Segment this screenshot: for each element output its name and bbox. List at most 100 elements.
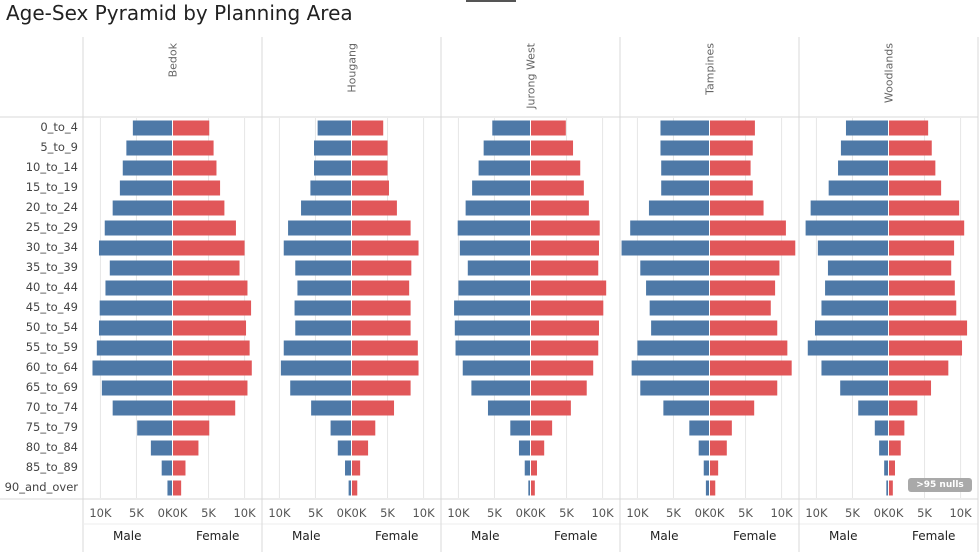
age-group-label: 75_to_79 — [26, 420, 78, 434]
female-bar — [172, 360, 252, 376]
female-bar — [172, 320, 247, 336]
male-bar — [317, 120, 352, 136]
male-bar — [828, 180, 889, 196]
male-bar — [483, 140, 531, 156]
age-group-label: 90_and_over — [5, 480, 79, 494]
female-bar — [530, 220, 600, 236]
male-bar — [631, 360, 710, 376]
female-bar — [172, 240, 245, 256]
sex-label-male: Male — [113, 529, 141, 543]
female-bar — [351, 260, 412, 276]
sex-label-male: Male — [292, 529, 320, 543]
female-bar — [530, 300, 604, 316]
male-bar — [640, 260, 710, 276]
sex-label-female: Female — [733, 529, 776, 543]
male-bar — [462, 360, 531, 376]
male-bar — [478, 160, 531, 176]
female-bar — [351, 360, 419, 376]
male-bar — [472, 180, 531, 196]
female-bar — [172, 300, 252, 316]
male-bar — [661, 160, 710, 176]
age-group-label: 10_to_14 — [26, 160, 78, 174]
female-bar — [172, 400, 236, 416]
female-bar — [888, 320, 968, 336]
female-bar — [351, 160, 388, 176]
male-bar — [283, 240, 352, 256]
male-bar — [630, 220, 710, 236]
male-bar — [126, 140, 173, 156]
age-group-label: 25_to_29 — [26, 220, 78, 234]
x-tick-label: 10K — [591, 506, 614, 520]
female-bar — [530, 120, 566, 136]
female-bar — [530, 280, 607, 296]
female-bar — [172, 220, 236, 236]
male-bar — [640, 380, 710, 396]
male-bar — [150, 440, 173, 456]
male-bar — [807, 340, 889, 356]
female-bar — [709, 260, 780, 276]
male-bar — [663, 400, 710, 416]
male-bar — [817, 240, 889, 256]
male-bar — [884, 460, 889, 476]
x-tick-label: 10K — [412, 506, 435, 520]
male-bar — [879, 440, 889, 456]
panel-header-tampines: Tampines — [704, 43, 717, 96]
male-bar — [283, 340, 352, 356]
female-bar — [172, 120, 210, 136]
male-bar — [825, 280, 889, 296]
male-bar — [528, 480, 531, 496]
male-bar — [345, 460, 352, 476]
female-bar — [530, 480, 535, 496]
female-bar — [530, 200, 589, 216]
female-bar — [888, 380, 932, 396]
female-bar — [709, 380, 778, 396]
female-bar — [709, 360, 792, 376]
male-bar — [492, 120, 531, 136]
x-tick-label: 10K — [89, 506, 112, 520]
male-bar — [105, 280, 173, 296]
nulls-indicator-badge[interactable]: >95 nulls — [908, 478, 972, 492]
female-bar — [530, 400, 571, 416]
age-group-label: 85_to_89 — [26, 460, 78, 474]
male-bar — [295, 320, 352, 336]
female-bar — [888, 300, 957, 316]
female-bar — [530, 160, 581, 176]
female-bar — [351, 180, 389, 196]
female-bar — [709, 320, 778, 336]
age-group-label: 65_to_69 — [26, 380, 78, 394]
x-tick-label: 5K — [129, 506, 144, 520]
male-bar — [311, 400, 352, 416]
female-bar — [351, 280, 410, 296]
male-bar — [337, 440, 352, 456]
female-bar — [709, 160, 751, 176]
female-bar — [888, 480, 893, 496]
female-bar — [351, 240, 419, 256]
male-bar — [858, 400, 889, 416]
x-tick-label: 10K — [949, 506, 972, 520]
male-bar — [132, 120, 173, 136]
male-bar — [301, 200, 352, 216]
male-bar — [886, 480, 889, 496]
female-bar — [172, 140, 214, 156]
male-bar — [840, 140, 889, 156]
age-group-label: 50_to_54 — [26, 320, 78, 334]
male-bar — [518, 440, 531, 456]
male-bar — [467, 260, 531, 276]
female-bar — [709, 240, 796, 256]
female-bar — [172, 460, 186, 476]
female-bar — [530, 340, 599, 356]
x-tick-label: 5K — [845, 506, 860, 520]
male-bar — [98, 240, 173, 256]
male-bar — [649, 300, 710, 316]
female-bar — [172, 380, 248, 396]
female-bar — [530, 140, 574, 156]
age-group-label: 80_to_84 — [26, 440, 78, 454]
x-tick-label: 5K — [917, 506, 932, 520]
male-bar — [651, 320, 710, 336]
female-bar — [172, 160, 217, 176]
male-bar — [821, 300, 889, 316]
x-tick-label: 5K — [201, 506, 216, 520]
female-bar — [888, 340, 963, 356]
male-bar — [838, 160, 889, 176]
